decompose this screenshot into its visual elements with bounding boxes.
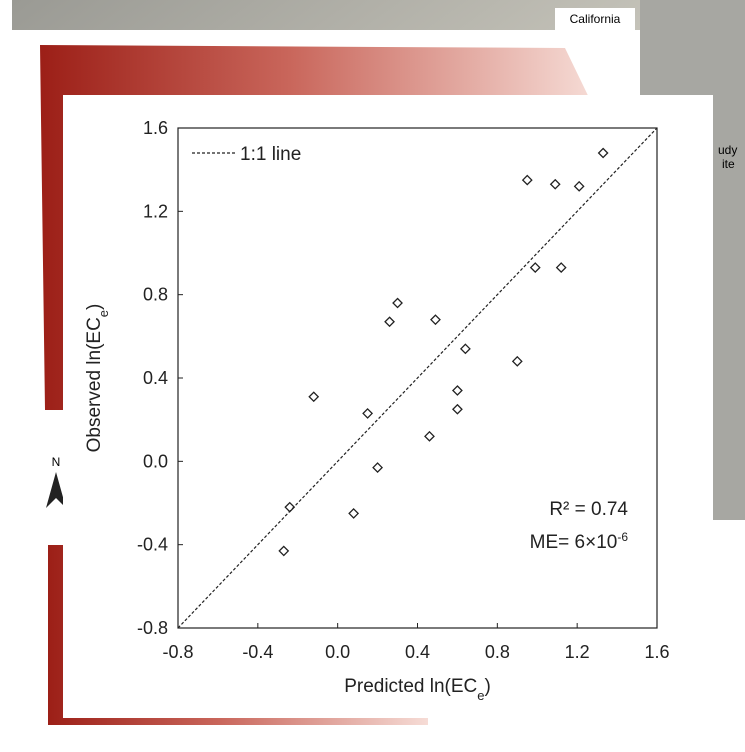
y-tick-label: 1.6 <box>143 118 168 138</box>
axis-label-part: ) <box>84 304 105 310</box>
page: California udy ite N -0.8 -0.4 0.0 0.4 0.8 1.… <box>0 0 745 747</box>
x-tick-label: -0.4 <box>242 642 273 662</box>
x-tick-label: 0.8 <box>485 642 510 662</box>
map-label: udy <box>718 143 737 157</box>
x-tick-label: 1.2 <box>565 642 590 662</box>
y-tick-label: -0.8 <box>137 618 168 638</box>
y-tick-label: -0.4 <box>137 535 168 555</box>
y-tick-label: 0.0 <box>143 451 168 471</box>
x-tick-label: 1.6 <box>644 642 669 662</box>
y-tick-label: 1.2 <box>143 201 168 221</box>
axis-label-part: ) <box>484 676 490 697</box>
x-tick-label: 0.0 <box>325 642 350 662</box>
annotation: R² = 0.74 <box>549 499 628 520</box>
annotation: ME= 6×10-6 <box>530 530 629 553</box>
x-tick-label: 0.4 <box>405 642 430 662</box>
north-label: N <box>52 455 61 469</box>
y-tick-label: 0.4 <box>143 368 168 388</box>
annotation-superscript: -6 <box>617 530 628 544</box>
axis-label-part: e <box>477 688 484 703</box>
axis-label-part: e <box>96 310 111 317</box>
map-label: California <box>570 12 621 26</box>
legend-label: 1:1 line <box>240 144 301 165</box>
axis-label-part: Predicted ln(EC <box>344 676 477 697</box>
x-tick-label: -0.8 <box>162 642 193 662</box>
map-label: ite <box>722 157 735 171</box>
annotation-part: ME= 6×10 <box>530 532 618 553</box>
axis-label-part: Observed ln(EC <box>84 317 105 452</box>
y-tick-label: 0.8 <box>143 285 168 305</box>
